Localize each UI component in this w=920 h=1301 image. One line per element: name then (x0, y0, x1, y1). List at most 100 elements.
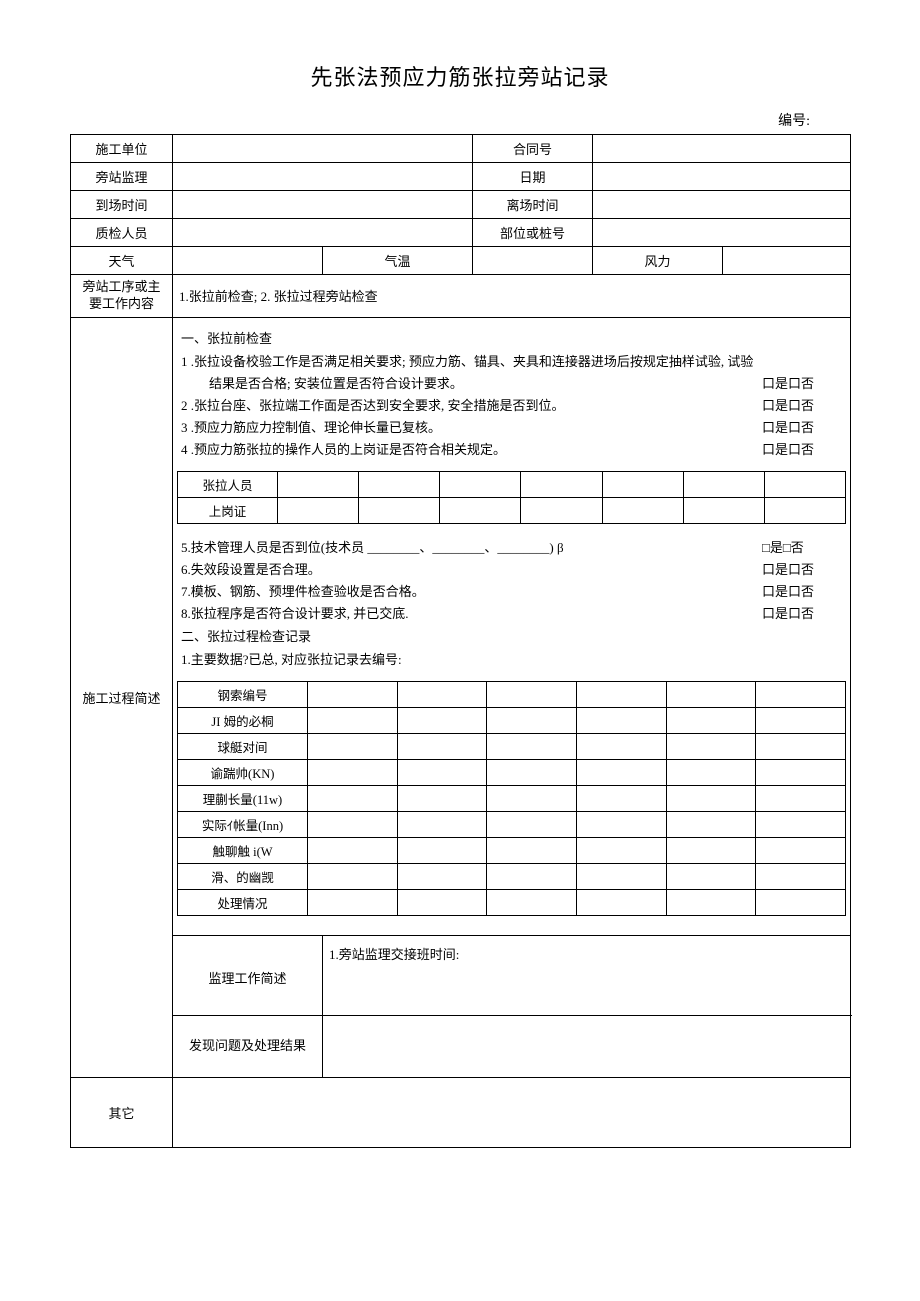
data-cell[interactable] (756, 733, 846, 759)
data-cell[interactable] (577, 811, 667, 837)
data-cell[interactable] (756, 681, 846, 707)
cert-cell[interactable] (278, 497, 359, 523)
date-value[interactable] (593, 163, 851, 191)
data-cell[interactable] (397, 811, 487, 837)
data-cell[interactable] (577, 837, 667, 863)
data-cell[interactable] (756, 707, 846, 733)
data-cell[interactable] (308, 837, 398, 863)
cert-cell[interactable] (683, 497, 764, 523)
leave-label: 离场时间 (473, 191, 593, 219)
data-cell[interactable] (666, 837, 756, 863)
s1-item4: 4 .预应力筋张拉的操作人员的上岗证是否符合相关规定。 (181, 439, 762, 458)
s1-check2[interactable]: 口是口否 (762, 395, 842, 414)
data-cell[interactable] (397, 681, 487, 707)
data-cell[interactable] (577, 733, 667, 759)
data-cell[interactable] (487, 707, 577, 733)
data-cell[interactable] (666, 889, 756, 915)
issues-value[interactable] (323, 1016, 851, 1078)
data-cell[interactable] (308, 707, 398, 733)
s1-check6[interactable]: 口是口否 (762, 559, 842, 578)
qc-value[interactable] (173, 219, 473, 247)
data-cell[interactable] (756, 785, 846, 811)
unit-value[interactable] (173, 135, 473, 163)
data-cell[interactable] (308, 681, 398, 707)
personnel-cell[interactable] (764, 471, 845, 497)
personnel-cell[interactable] (602, 471, 683, 497)
data-row-label: 谕踹帅(KN) (178, 759, 308, 785)
data-cell[interactable] (756, 837, 846, 863)
data-row-label: 钢索编号 (178, 681, 308, 707)
wind-value[interactable] (723, 247, 851, 275)
data-cell[interactable] (487, 863, 577, 889)
data-cell[interactable] (666, 733, 756, 759)
data-cell[interactable] (397, 759, 487, 785)
data-cell[interactable] (308, 785, 398, 811)
cert-cell[interactable] (440, 497, 521, 523)
data-cell[interactable] (487, 837, 577, 863)
data-cell[interactable] (756, 889, 846, 915)
personnel-cell[interactable] (683, 471, 764, 497)
data-cell[interactable] (397, 889, 487, 915)
data-cell[interactable] (397, 707, 487, 733)
data-row-label: 球艇对间 (178, 733, 308, 759)
data-cell[interactable] (577, 681, 667, 707)
data-cell[interactable] (308, 811, 398, 837)
data-cell[interactable] (397, 837, 487, 863)
data-cell[interactable] (397, 785, 487, 811)
data-cell[interactable] (666, 681, 756, 707)
other-value[interactable] (173, 1078, 851, 1148)
data-cell[interactable] (487, 811, 577, 837)
data-cell[interactable] (666, 863, 756, 889)
s1-check4[interactable]: 口是口否 (762, 439, 842, 458)
weather-value[interactable] (173, 247, 323, 275)
data-row-label: 滑、的幽觊 (178, 863, 308, 889)
supervisor-label: 旁站监理 (71, 163, 173, 191)
s1-check8[interactable]: 口是口否 (762, 603, 842, 622)
data-cell[interactable] (577, 707, 667, 733)
s1-check3[interactable]: 口是口否 (762, 417, 842, 436)
s1-check1[interactable]: 口是口否 (762, 373, 842, 392)
data-cell[interactable] (487, 759, 577, 785)
personnel-cell[interactable] (359, 471, 440, 497)
data-cell[interactable] (308, 759, 398, 785)
data-cell[interactable] (487, 733, 577, 759)
cert-cell[interactable] (764, 497, 845, 523)
data-cell[interactable] (577, 889, 667, 915)
cert-cell[interactable] (602, 497, 683, 523)
data-cell[interactable] (397, 863, 487, 889)
data-cell[interactable] (577, 863, 667, 889)
data-cell[interactable] (577, 759, 667, 785)
arrive-value[interactable] (173, 191, 473, 219)
spacer (173, 920, 851, 936)
supervision-value[interactable]: 1.旁站监理交接班时间: (323, 936, 851, 1016)
data-cell[interactable] (308, 889, 398, 915)
data-cell[interactable] (577, 785, 667, 811)
data-cell[interactable] (308, 733, 398, 759)
data-cell[interactable] (666, 785, 756, 811)
data-cell[interactable] (666, 811, 756, 837)
data-cell[interactable] (487, 785, 577, 811)
data-cell[interactable] (308, 863, 398, 889)
data-cell[interactable] (756, 811, 846, 837)
temp-value[interactable] (473, 247, 593, 275)
data-cell[interactable] (666, 759, 756, 785)
part-value[interactable] (593, 219, 851, 247)
personnel-cell[interactable] (440, 471, 521, 497)
cert-cell[interactable] (359, 497, 440, 523)
supervisor-value[interactable] (173, 163, 473, 191)
s1-check5[interactable]: □是□否 (762, 537, 842, 556)
personnel-cell[interactable] (521, 471, 602, 497)
data-cell[interactable] (756, 863, 846, 889)
data-cell[interactable] (756, 759, 846, 785)
section1b-block: 5.技术管理人员是否到位(技术员 ________、________、_____… (173, 528, 851, 677)
cert-cell[interactable] (521, 497, 602, 523)
leave-value[interactable] (593, 191, 851, 219)
s1-check7[interactable]: 口是口否 (762, 581, 842, 600)
data-cell[interactable] (397, 733, 487, 759)
data-cell[interactable] (487, 681, 577, 707)
data-cell[interactable] (666, 707, 756, 733)
s1-item2: 2 .张拉台座、张拉端工作面是否达到安全要求, 安全措施是否到位。 (181, 395, 762, 414)
data-cell[interactable] (487, 889, 577, 915)
contract-value[interactable] (593, 135, 851, 163)
personnel-cell[interactable] (278, 471, 359, 497)
